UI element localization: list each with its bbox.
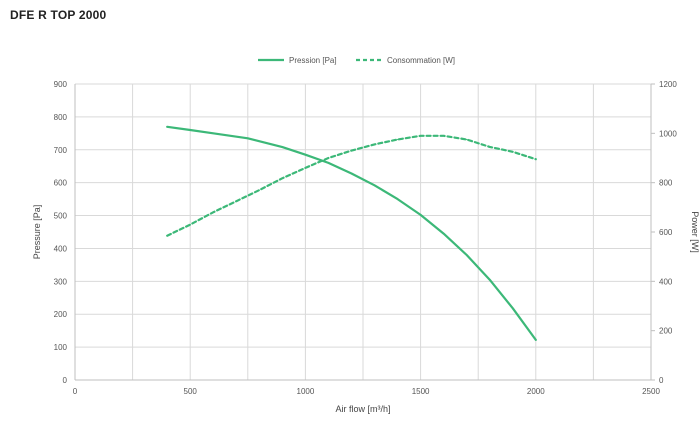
- data-point: [235, 200, 237, 202]
- y-tick-label: 400: [54, 244, 68, 253]
- data-point: [304, 154, 306, 156]
- y-tick-label: 600: [54, 179, 68, 188]
- axes: 0 100 200 300 400 500 600 700 800 900 0 500 1000 1500…: [54, 80, 678, 396]
- axis-labels: Air flow [m³/h] Pressure [Pa] Power [W]: [32, 205, 699, 414]
- y2-axis-title: Power [W]: [690, 211, 699, 253]
- y-tick-label: 500: [54, 212, 68, 221]
- data-point: [512, 307, 514, 309]
- data-point: [212, 132, 214, 134]
- data-point: [281, 146, 283, 148]
- data-point: [166, 126, 168, 128]
- data-point: [489, 279, 491, 281]
- data-point: [166, 235, 168, 237]
- data-point: [350, 172, 353, 175]
- data-point: [535, 339, 537, 341]
- x-tick-label: 1500: [412, 387, 430, 396]
- x-tick-label: 2500: [642, 387, 660, 396]
- data-point: [258, 189, 260, 191]
- data-point: [373, 184, 376, 186]
- data-point: [189, 129, 191, 131]
- y2-tick-label: 800: [659, 179, 673, 188]
- grid: [74, 83, 652, 381]
- data-point: [443, 135, 445, 137]
- data-point: [247, 137, 249, 139]
- data-point: [512, 151, 514, 153]
- x-tick-label: 1000: [297, 387, 315, 396]
- series: [166, 125, 537, 341]
- data-point: [466, 254, 468, 256]
- data-point: [189, 224, 191, 226]
- x-axis-title: Air flow [m³/h]: [335, 404, 390, 414]
- y2-tick-label: 1200: [659, 80, 677, 89]
- y-tick-label: 800: [54, 113, 68, 122]
- data-point: [281, 177, 283, 179]
- y-tick-label: 900: [54, 80, 68, 89]
- data-point: [420, 214, 422, 216]
- data-point: [535, 158, 537, 160]
- y-tick-label: 700: [54, 146, 68, 155]
- series-line-0: [166, 125, 537, 341]
- data-point: [212, 211, 214, 213]
- legend-label-0: Pression [Pa]: [289, 56, 337, 65]
- x-tick-label: 500: [184, 387, 198, 396]
- data-point: [397, 198, 399, 200]
- y2-tick-label: 200: [659, 327, 673, 336]
- data-point: [327, 162, 329, 164]
- data-point: [350, 150, 353, 152]
- data-point: [327, 157, 329, 159]
- x-tick-label: 0: [73, 387, 78, 396]
- legend-label-1: Consommation [W]: [387, 56, 455, 65]
- y-tick-label: 100: [54, 343, 68, 352]
- y-tick-label: 300: [54, 277, 68, 286]
- y-tick-label: 200: [54, 310, 68, 319]
- legend: Pression [Pa] Consommation [W]: [258, 56, 455, 65]
- data-point: [489, 146, 491, 148]
- x-tick-label: 2000: [527, 387, 545, 396]
- y2-tick-label: 1000: [659, 129, 677, 138]
- y2-tick-label: 0: [659, 376, 664, 385]
- y-tick-label: 0: [63, 376, 68, 385]
- data-point: [304, 167, 306, 169]
- y2-tick-label: 600: [659, 228, 673, 237]
- data-point: [373, 143, 376, 145]
- y-axis-title: Pressure [Pa]: [32, 205, 42, 260]
- data-point: [397, 138, 399, 141]
- y2-tick-label: 400: [659, 277, 673, 286]
- data-point: [466, 138, 468, 141]
- chart-title: DFE R TOP 2000: [10, 8, 107, 22]
- data-point: [443, 233, 445, 235]
- data-point: [420, 135, 422, 137]
